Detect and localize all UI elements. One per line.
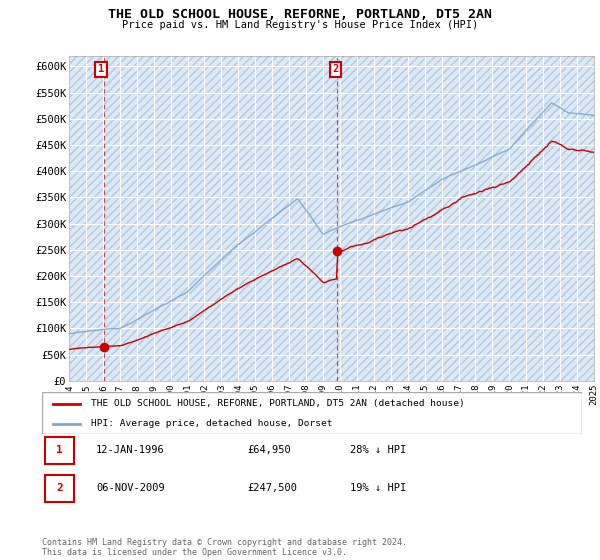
Text: 2: 2 xyxy=(332,64,339,74)
Text: THE OLD SCHOOL HOUSE, REFORNE, PORTLAND, DT5 2AN (detached house): THE OLD SCHOOL HOUSE, REFORNE, PORTLAND,… xyxy=(91,399,464,408)
Text: 28% ↓ HPI: 28% ↓ HPI xyxy=(350,445,406,455)
Text: THE OLD SCHOOL HOUSE, REFORNE, PORTLAND, DT5 2AN: THE OLD SCHOOL HOUSE, REFORNE, PORTLAND,… xyxy=(108,8,492,21)
Text: £247,500: £247,500 xyxy=(247,483,297,493)
Text: HPI: Average price, detached house, Dorset: HPI: Average price, detached house, Dors… xyxy=(91,419,332,428)
Text: £64,950: £64,950 xyxy=(247,445,291,455)
Text: Price paid vs. HM Land Registry's House Price Index (HPI): Price paid vs. HM Land Registry's House … xyxy=(122,20,478,30)
FancyBboxPatch shape xyxy=(45,475,74,502)
Text: 19% ↓ HPI: 19% ↓ HPI xyxy=(350,483,406,493)
Text: 12-JAN-1996: 12-JAN-1996 xyxy=(96,445,165,455)
Text: 1: 1 xyxy=(98,64,104,74)
FancyBboxPatch shape xyxy=(45,437,74,464)
FancyBboxPatch shape xyxy=(42,392,582,434)
Text: Contains HM Land Registry data © Crown copyright and database right 2024.
This d: Contains HM Land Registry data © Crown c… xyxy=(42,538,407,557)
Text: 06-NOV-2009: 06-NOV-2009 xyxy=(96,483,165,493)
Text: 2: 2 xyxy=(56,483,63,493)
Text: 1: 1 xyxy=(56,445,63,455)
